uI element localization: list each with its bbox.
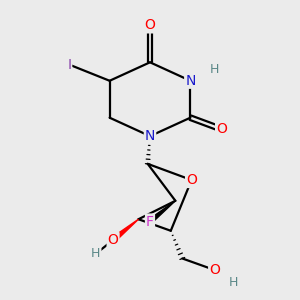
Text: O: O [108, 233, 118, 247]
Text: O: O [145, 18, 155, 32]
Text: O: O [186, 173, 197, 187]
Text: I: I [67, 58, 71, 72]
Text: O: O [216, 122, 227, 136]
Polygon shape [148, 201, 176, 223]
Text: H: H [210, 63, 219, 76]
Text: H: H [228, 276, 238, 289]
Polygon shape [111, 219, 139, 242]
Text: N: N [185, 74, 196, 88]
Text: H: H [91, 247, 101, 260]
Text: N: N [145, 129, 155, 143]
Text: F: F [146, 214, 154, 229]
Text: O: O [209, 263, 220, 277]
